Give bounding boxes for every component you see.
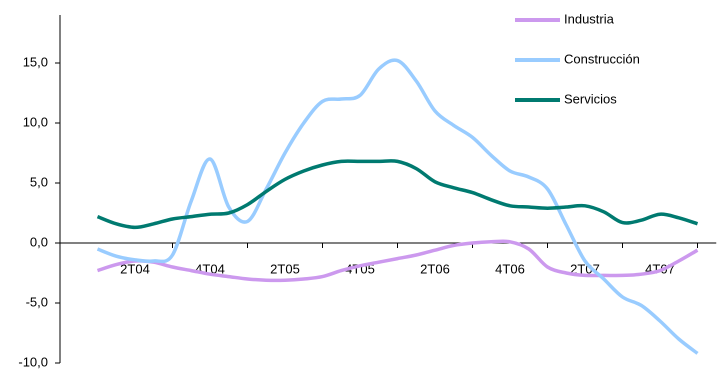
legend-label: Servicios <box>564 91 617 106</box>
legend-label: Construcción <box>564 51 640 66</box>
y-tick-label: 5,0 <box>30 174 48 189</box>
x-tick-label: 2T05 <box>270 261 300 276</box>
y-tick-label: -10,0 <box>18 354 48 369</box>
y-tick-label: 15,0 <box>23 54 48 69</box>
x-tick-label: 4T06 <box>495 261 525 276</box>
series-line <box>96 159 699 230</box>
x-tick-label: 2T07 <box>570 261 600 276</box>
y-tick-label: -5,0 <box>26 294 48 309</box>
y-tick-label: 10,0 <box>23 114 48 129</box>
y-tick-label: 0,0 <box>30 234 48 249</box>
legend-label: Industria <box>564 11 615 26</box>
series-line <box>96 58 699 355</box>
x-tick-label: 2T06 <box>420 261 450 276</box>
x-tick-label: 2T04 <box>120 261 150 276</box>
